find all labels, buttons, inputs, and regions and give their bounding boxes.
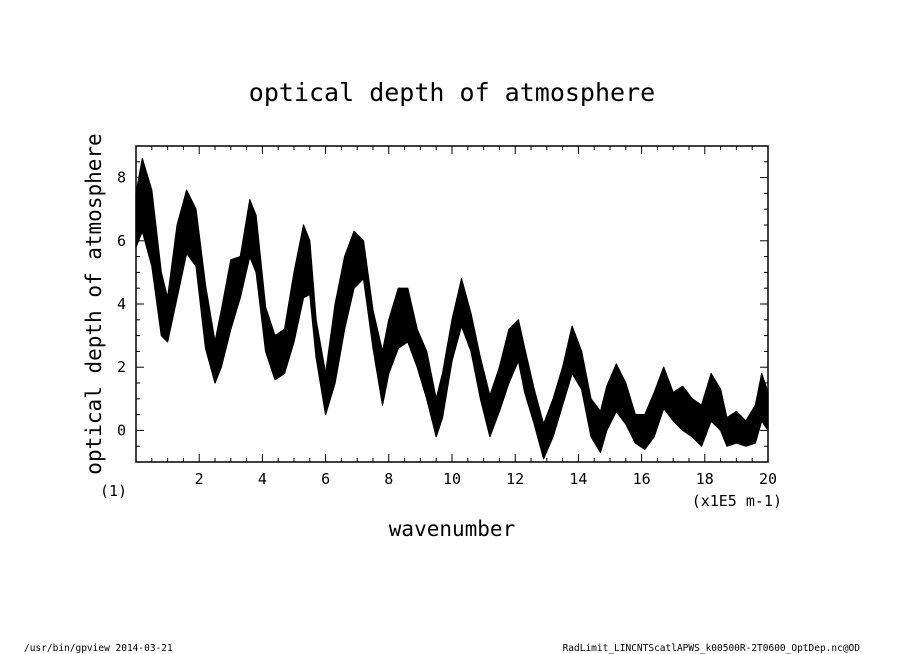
x-tick-label: 18 (696, 470, 714, 488)
y-tick-label: 2 (117, 358, 126, 376)
x-tick-label: 12 (506, 470, 524, 488)
y-tick-label: 0 (117, 421, 126, 439)
x-tick-label: 6 (321, 470, 330, 488)
y-tick-label: 8 (117, 169, 126, 187)
series-band-0 (135, 158, 769, 460)
x-axis-label: wavenumber (389, 517, 515, 541)
x-tick-label: 4 (258, 470, 267, 488)
chart-title: optical depth of atmosphere (249, 78, 655, 107)
y-tick-label: 6 (117, 232, 126, 250)
axis-ticks (135, 145, 769, 463)
data-series (135, 158, 769, 460)
x-tick-label: 10 (443, 470, 461, 488)
y-axis-label: optical depth of atmosphere (82, 133, 106, 474)
x-tick-label: 20 (759, 470, 777, 488)
y-tick-label: 4 (117, 295, 126, 313)
x-tick-label: 8 (384, 470, 393, 488)
x-tick-label: 14 (569, 470, 587, 488)
footer-left: /usr/bin/gpview 2014-03-21 (24, 643, 173, 654)
x-tick-label: 2 (195, 470, 204, 488)
corner-label: (1) (100, 482, 127, 500)
y-tick-labels: 0 2 4 6 8 (117, 169, 126, 440)
x-tick-label: 16 (633, 470, 651, 488)
x-tick-labels: 2 4 6 8 10 12 14 16 18 20 (195, 470, 777, 488)
plot-area: 2 4 6 8 10 12 14 16 18 20 0 2 4 6 8 (117, 145, 777, 488)
x-axis-unit: (x1E5 m-1) (692, 492, 782, 510)
footer-right: RadLimit_LINCNTScatlAPWS_k00500R-2T0600_… (563, 643, 861, 654)
